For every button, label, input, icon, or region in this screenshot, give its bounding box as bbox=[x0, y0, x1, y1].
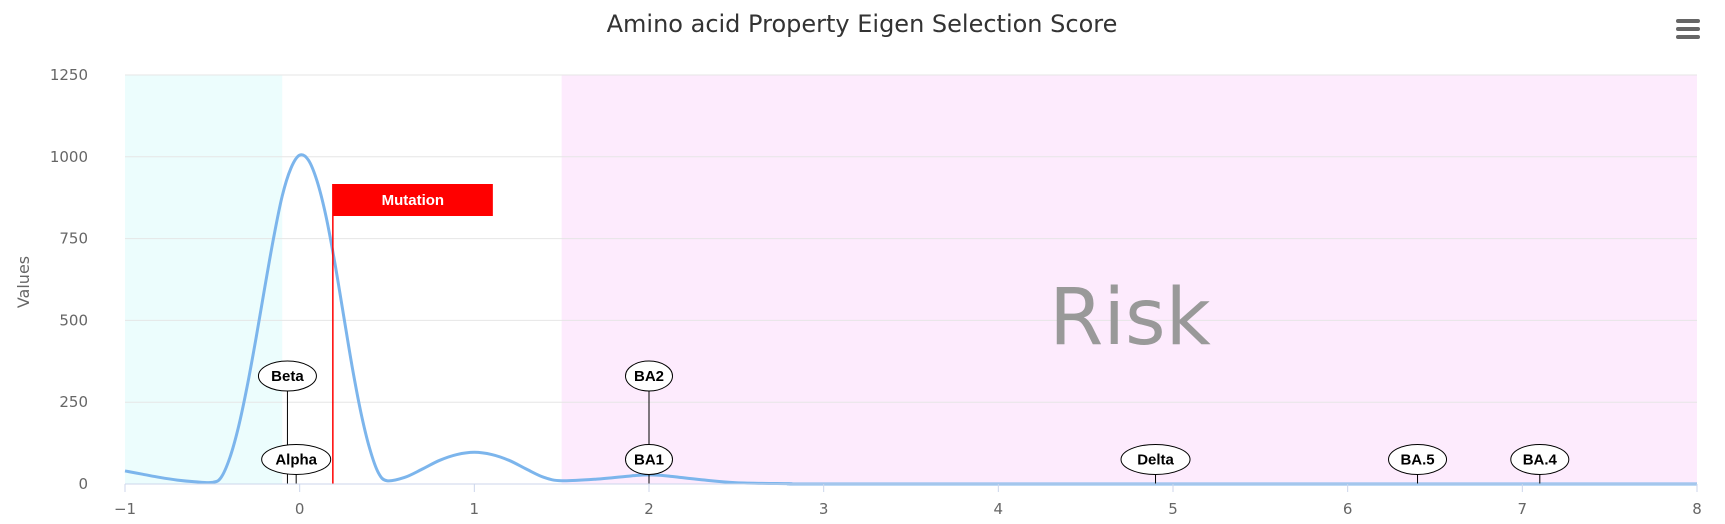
annotation-bubble bbox=[625, 360, 673, 392]
mutation-flag bbox=[332, 184, 493, 216]
x-tick-label: 7 bbox=[1518, 500, 1528, 518]
annotation-bubble bbox=[1388, 443, 1448, 475]
annotation-label: BA1 bbox=[634, 451, 664, 468]
x-tick-label: 6 bbox=[1343, 500, 1353, 518]
chart-title: Amino acid Property Eigen Selection Scor… bbox=[607, 10, 1118, 38]
annotations: Beta Alpha BA2 BA1 Delta BA.5 BA.4 bbox=[257, 360, 1570, 484]
annotation-bubble bbox=[1120, 443, 1191, 475]
mutation-label: Mutation bbox=[382, 192, 444, 209]
y-tick-label: 500 bbox=[59, 311, 88, 329]
y-tick-label: 1000 bbox=[50, 148, 88, 166]
x-tick-label: 0 bbox=[295, 500, 305, 518]
y-tick-label: 250 bbox=[59, 393, 88, 411]
annotation-bubble bbox=[257, 360, 317, 392]
mutation-plot-line-group: Mutation bbox=[332, 184, 493, 484]
y-tick-label: 750 bbox=[59, 230, 88, 248]
annotation-label: BA2 bbox=[634, 368, 664, 385]
hamburger-menu-icon[interactable] bbox=[1675, 16, 1701, 42]
plot-bands bbox=[125, 75, 1697, 484]
annotation-label: BA.5 bbox=[1400, 451, 1434, 468]
grid-lines bbox=[125, 74, 1697, 403]
series-layer bbox=[124, 153, 1697, 486]
x-tick-label: 3 bbox=[819, 500, 829, 518]
annotation-bubble bbox=[1510, 443, 1570, 475]
x-tick-label: 1 bbox=[470, 500, 480, 518]
risk-band-label: Risk bbox=[1049, 273, 1211, 363]
y-axis-label: Values bbox=[14, 256, 33, 308]
x-tick-label: 4 bbox=[994, 500, 1004, 518]
x-tick-label: 8 bbox=[1692, 500, 1702, 518]
annotation-label: Alpha bbox=[275, 451, 317, 468]
x-tick-label: 5 bbox=[1168, 500, 1178, 518]
risk-band-label-group: Risk bbox=[1049, 273, 1211, 363]
axes: 0 250 500 750 1000 1250 −1 0 1 2 3 4 5 6 7 8 bbox=[50, 66, 1702, 518]
annotation-label: BA.4 bbox=[1523, 451, 1558, 468]
annotation-label: Beta bbox=[271, 368, 304, 385]
plot-band-1 bbox=[125, 75, 283, 484]
series-line-1 bbox=[124, 153, 1697, 486]
x-tick-label: −1 bbox=[114, 500, 136, 518]
y-tick-label: 1250 bbox=[50, 66, 88, 84]
annotation-bubble bbox=[261, 443, 332, 475]
x-tick-label: 2 bbox=[644, 500, 654, 518]
y-tick-label: 0 bbox=[78, 475, 88, 493]
annotation-label: Delta bbox=[1137, 451, 1174, 468]
plot-band-2 bbox=[561, 75, 1697, 484]
annotation-bubble bbox=[625, 443, 673, 475]
